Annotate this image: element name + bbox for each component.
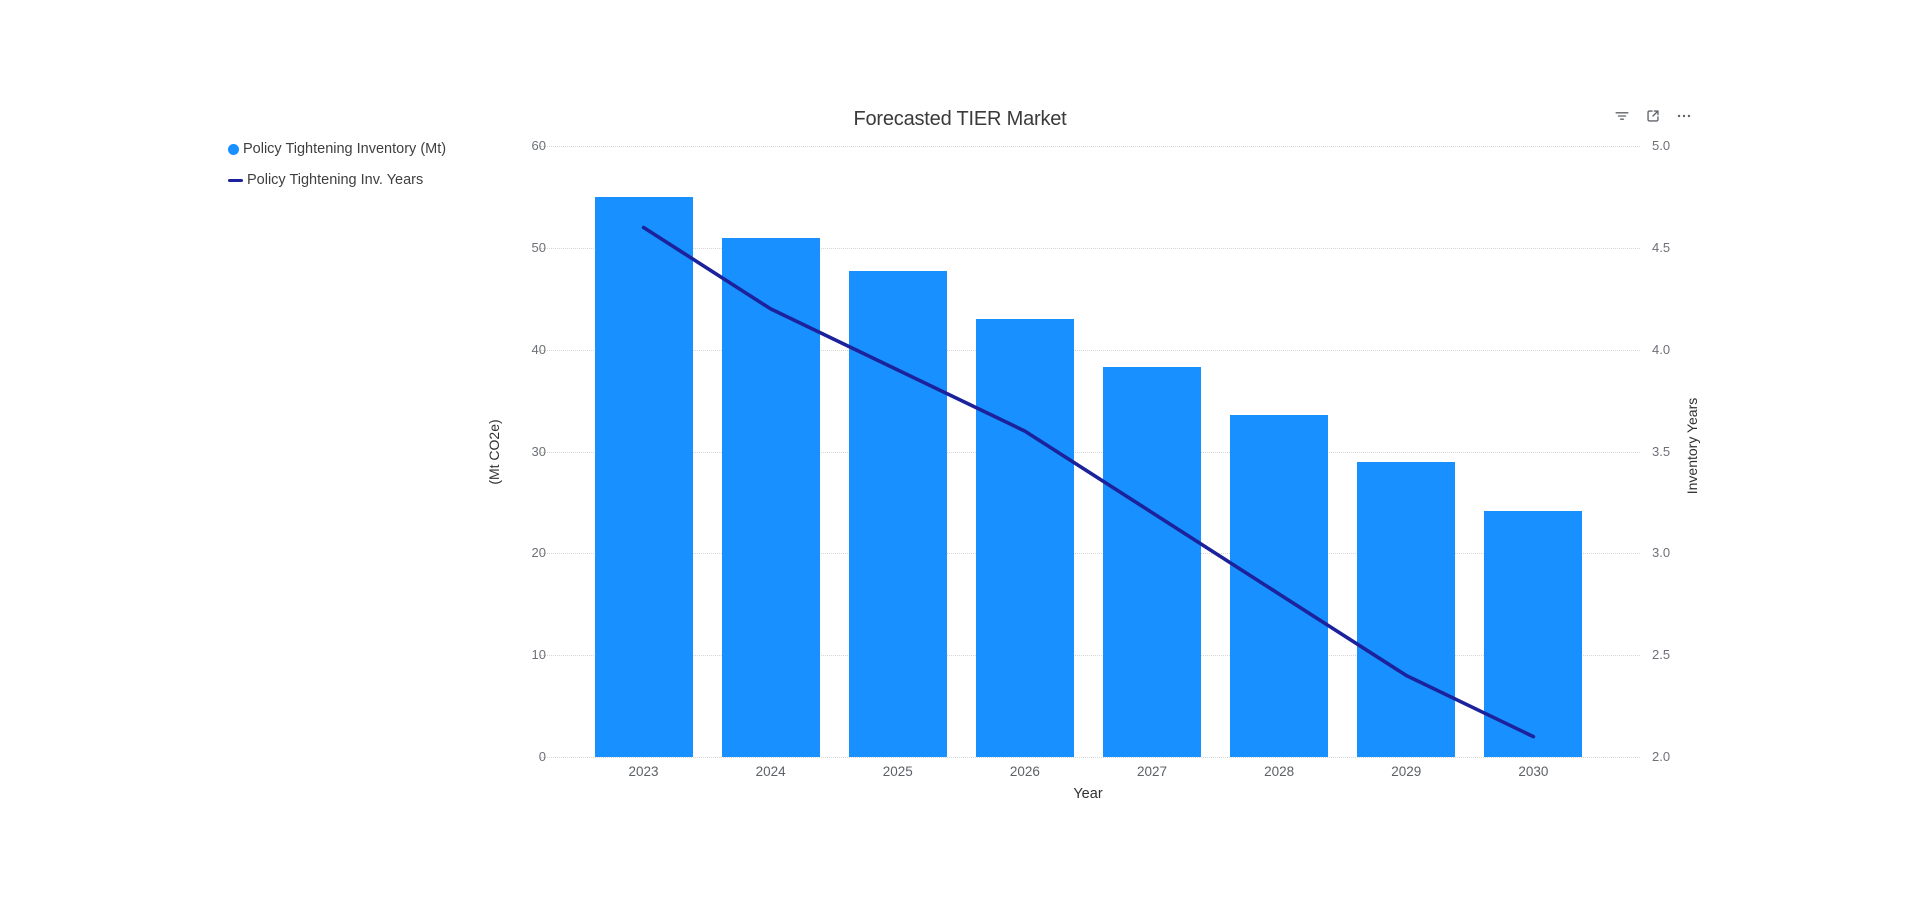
right-axis-tick-label: 4.5 bbox=[1652, 239, 1671, 255]
chart-title: Forecasted TIER Market bbox=[853, 108, 1067, 130]
left-axis-tick-label: 0 bbox=[538, 749, 546, 764]
right-axis-tick-label: 2.5 bbox=[1652, 647, 1671, 663]
left-axis-tick-label: 10 bbox=[531, 647, 546, 663]
gridline bbox=[540, 655, 1640, 657]
gridline bbox=[540, 146, 1640, 147]
right-axis-tick-label: 5.0 bbox=[1652, 138, 1671, 153]
gridline bbox=[540, 349, 1640, 351]
legend: Policy Tightening Inventory (Mt) Policy … bbox=[228, 138, 446, 191]
right-axis-title: Inventory Years bbox=[1684, 397, 1700, 495]
x-axis-tick-label: 2027 bbox=[1137, 764, 1168, 779]
filter-icon[interactable] bbox=[1612, 106, 1632, 126]
x-axis-tick-label: 2023 bbox=[628, 764, 659, 779]
legend-item-inv-years[interactable]: Policy Tightening Inv. Years bbox=[228, 169, 446, 191]
right-axis-tick-label: 3.5 bbox=[1652, 443, 1671, 459]
bar-2029[interactable] bbox=[1357, 461, 1456, 757]
bar-2024[interactable] bbox=[721, 237, 820, 757]
gridline bbox=[540, 757, 1640, 758]
circle-marker-icon bbox=[228, 143, 239, 155]
bar-2030[interactable] bbox=[1484, 510, 1583, 757]
left-axis-tick-label: 30 bbox=[531, 443, 546, 459]
gridline bbox=[540, 247, 1640, 249]
bar-2027[interactable] bbox=[1103, 366, 1202, 757]
more-options-icon[interactable] bbox=[1674, 106, 1694, 126]
x-axis-tick-label: 2025 bbox=[882, 764, 913, 779]
legend-label: Policy Tightening Inventory (Mt) bbox=[243, 141, 447, 157]
bar-2025[interactable] bbox=[848, 271, 947, 757]
bar-2028[interactable] bbox=[1230, 414, 1329, 757]
bar-2023[interactable] bbox=[594, 196, 693, 757]
left-axis-tick-label: 50 bbox=[531, 239, 546, 255]
x-axis-tick-label: 2028 bbox=[1264, 764, 1295, 779]
left-axis-tick-label: 40 bbox=[531, 341, 546, 357]
visual-header-toolbar bbox=[1612, 106, 1694, 126]
left-axis-tick-label: 20 bbox=[531, 545, 546, 561]
gridline bbox=[540, 451, 1640, 453]
gridline bbox=[540, 553, 1640, 555]
right-axis-tick-label: 4.0 bbox=[1652, 341, 1671, 357]
left-axis-title: (Mt CO2e) bbox=[486, 419, 502, 485]
left-axis-tick-label: 60 bbox=[531, 138, 546, 153]
legend-item-inventory[interactable]: Policy Tightening Inventory (Mt) bbox=[228, 138, 446, 160]
x-axis-tick-label: 2029 bbox=[1391, 764, 1422, 779]
right-axis-tick-label: 2.0 bbox=[1652, 749, 1671, 764]
x-axis-tick-label: 2024 bbox=[755, 764, 786, 779]
bar-2026[interactable] bbox=[975, 319, 1074, 757]
line-marker-icon bbox=[228, 178, 243, 182]
legend-label: Policy Tightening Inv. Years bbox=[247, 172, 424, 188]
x-axis-tick-label: 2030 bbox=[1518, 764, 1549, 779]
right-axis-tick-label: 3.0 bbox=[1652, 545, 1671, 561]
x-axis-tick-label: 2026 bbox=[1009, 764, 1040, 779]
x-axis-title: Year bbox=[1073, 786, 1103, 802]
expand-icon[interactable] bbox=[1643, 106, 1663, 126]
